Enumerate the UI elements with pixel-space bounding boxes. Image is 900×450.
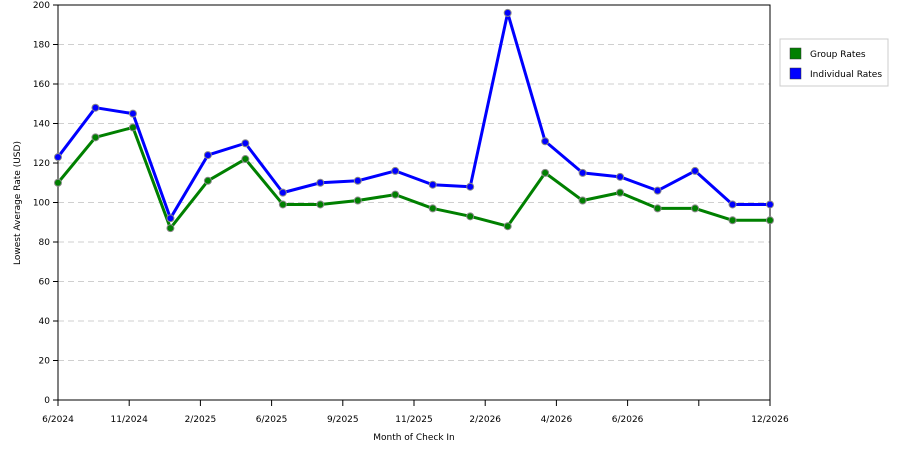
data-point-individual-rates	[316, 178, 325, 187]
y-tick-label: 120	[33, 159, 50, 169]
x-tick-label: 12/2026	[751, 415, 789, 425]
x-tick-label: 11/2025	[395, 415, 432, 425]
data-point-group-rates	[278, 200, 287, 209]
data-point-group-rates	[766, 216, 774, 225]
data-point-group-rates	[466, 212, 475, 221]
series-line-group-rates	[56, 125, 770, 230]
data-point-group-rates	[353, 196, 362, 205]
x-tick-label: 4/2026	[541, 415, 573, 425]
data-point-group-rates	[241, 155, 250, 164]
x-tick-label: 6/2024	[42, 415, 74, 425]
x-tick-label: 9/2025	[327, 415, 359, 425]
y-axis-title: Lowest Average Rate (USD)	[13, 141, 23, 265]
data-point-group-rates	[653, 204, 662, 213]
y-tick-label: 20	[39, 357, 51, 367]
data-point-individual-rates	[391, 166, 400, 175]
y-tick-label: 140	[33, 120, 50, 130]
y-tick-label: 100	[33, 199, 50, 209]
data-point-group-rates	[691, 204, 700, 213]
data-point-individual-rates	[278, 188, 287, 197]
data-point-group-rates	[391, 190, 400, 199]
data-point-individual-rates	[203, 151, 212, 160]
data-point-group-rates	[166, 224, 175, 233]
x-tick-label: 11/2024	[111, 415, 149, 425]
data-point-individual-rates	[578, 168, 587, 177]
data-point-group-rates	[428, 204, 437, 213]
data-point-individual-rates	[653, 186, 662, 195]
y-tick-label: 80	[39, 238, 51, 248]
data-point-individual-rates	[766, 200, 774, 209]
data-point-individual-rates	[166, 214, 175, 223]
y-tick-label: 60	[39, 278, 51, 288]
data-point-group-rates	[203, 176, 212, 185]
data-point-group-rates	[503, 222, 512, 231]
data-point-group-rates	[316, 200, 325, 209]
data-point-group-rates	[578, 196, 587, 205]
legend-swatch-individual-rates	[789, 67, 802, 80]
data-point-individual-rates	[541, 137, 550, 146]
legend-label-group-rates: Group Rates	[810, 50, 866, 60]
axis-layer: 0 20 40 60 80 100 120 140 160 180 200 6/2024 11/2024…	[33, 1, 789, 425]
series-layer	[54, 8, 774, 233]
x-tick-label: 6/2025	[256, 415, 288, 425]
x-tick-label: 2/2026	[469, 415, 501, 425]
data-point-group-rates	[128, 123, 137, 132]
data-point-individual-rates	[728, 200, 737, 209]
data-point-individual-rates	[91, 103, 100, 112]
y-tick-label: 40	[39, 317, 51, 327]
y-tick-label: 0	[44, 396, 50, 406]
x-tick-label: 6/2026	[612, 415, 644, 425]
legend: Group Rates Individual Rates	[779, 38, 889, 87]
data-point-individual-rates	[353, 176, 362, 185]
data-point-group-rates	[728, 216, 737, 225]
data-point-group-rates	[54, 178, 62, 187]
data-point-individual-rates	[54, 153, 62, 162]
data-point-individual-rates	[503, 8, 512, 17]
data-point-individual-rates	[691, 166, 700, 175]
y-tick-label: 160	[33, 80, 50, 90]
x-axis-title: Month of Check In	[373, 433, 455, 443]
y-tick-label: 180	[33, 41, 50, 51]
legend-label-individual-rates: Individual Rates	[810, 70, 882, 80]
x-tick-label: 2/2025	[185, 415, 217, 425]
data-point-individual-rates	[616, 172, 625, 181]
legend-swatch-group-rates	[789, 47, 802, 60]
data-point-group-rates	[91, 133, 100, 142]
grid-layer	[58, 4, 770, 361]
data-point-individual-rates	[128, 109, 137, 118]
data-point-individual-rates	[241, 139, 250, 148]
data-point-individual-rates	[466, 182, 475, 191]
data-point-individual-rates	[428, 180, 437, 189]
series-line-individual-rates	[56, 11, 770, 220]
y-tick-label: 200	[33, 1, 50, 11]
data-point-group-rates	[616, 188, 625, 197]
data-point-group-rates	[541, 168, 550, 177]
